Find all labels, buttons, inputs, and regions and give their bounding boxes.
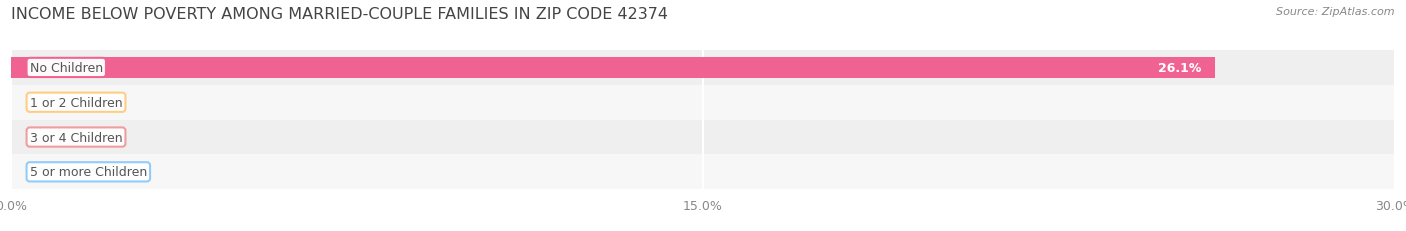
Text: Source: ZipAtlas.com: Source: ZipAtlas.com <box>1277 7 1395 17</box>
Text: 26.1%: 26.1% <box>1157 62 1201 75</box>
Text: No Children: No Children <box>30 62 103 75</box>
Bar <box>11 85 1395 120</box>
Text: 0.0%: 0.0% <box>30 96 62 109</box>
Text: 5 or more Children: 5 or more Children <box>30 166 148 179</box>
Bar <box>11 51 1395 85</box>
Text: 0.0%: 0.0% <box>30 131 62 144</box>
Bar <box>11 58 1215 79</box>
Text: 0.0%: 0.0% <box>30 166 62 179</box>
Bar <box>11 120 1395 155</box>
Bar <box>11 155 1395 189</box>
Text: 3 or 4 Children: 3 or 4 Children <box>30 131 122 144</box>
Text: INCOME BELOW POVERTY AMONG MARRIED-COUPLE FAMILIES IN ZIP CODE 42374: INCOME BELOW POVERTY AMONG MARRIED-COUPL… <box>11 7 668 22</box>
Text: 1 or 2 Children: 1 or 2 Children <box>30 96 122 109</box>
